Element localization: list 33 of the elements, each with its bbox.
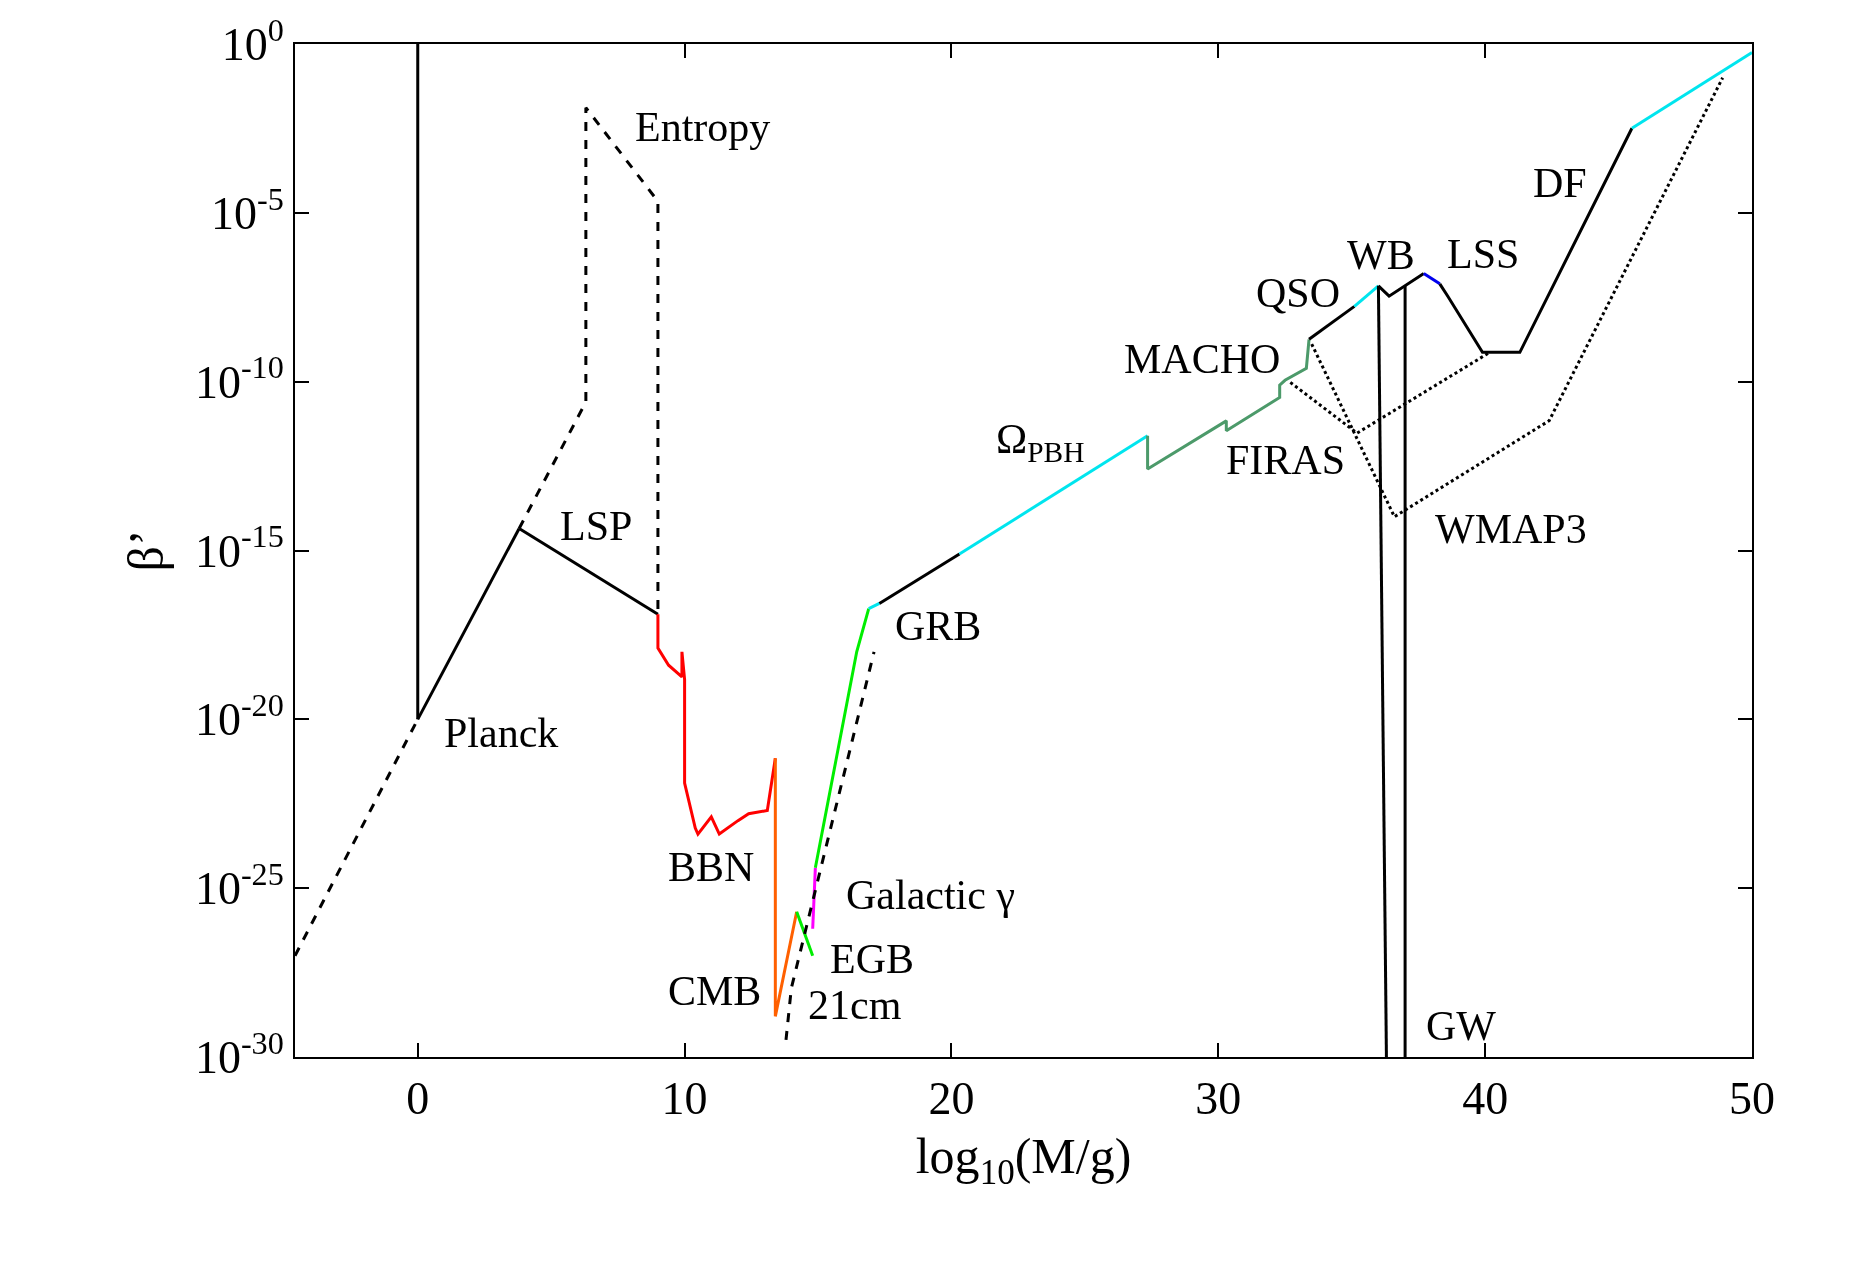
x-tick-label: 10 <box>661 1073 708 1125</box>
y-tick-label: 10$^{-10}$ <box>194 349 284 408</box>
y-tick-label: 10$^{-20}$ <box>194 687 284 746</box>
y-axis-title: β’ <box>118 529 175 572</box>
y-tick-label: 10$^{-15}$ <box>194 518 284 577</box>
annotation: FIRAS <box>1226 437 1346 483</box>
annotation: GW <box>1426 1003 1497 1049</box>
annotation: DF <box>1533 160 1587 206</box>
y-tick-label: 10$^{-30}$ <box>194 1024 284 1084</box>
annotation: BBN <box>668 844 755 890</box>
y-tick-label: 10$^{0}$ <box>221 11 284 71</box>
annotation: QSO <box>1256 270 1341 316</box>
annotation: GRB <box>895 603 982 649</box>
x-axis-title: log$_{10}$(M/g) <box>915 1128 1132 1192</box>
annotation: EGB <box>830 936 914 982</box>
annotation: Galactic γ <box>846 872 1015 918</box>
x-tick-label: 50 <box>1729 1073 1775 1125</box>
x-tick-label: 40 <box>1462 1073 1509 1125</box>
x-tick-label: 30 <box>1195 1073 1242 1125</box>
y-tick-label: 10$^{-25}$ <box>194 855 284 915</box>
annotation: Planck <box>444 710 559 756</box>
annotation: CMB <box>668 968 762 1014</box>
annotation: WB <box>1347 232 1415 278</box>
annotation: Ω$_{PBH}$ <box>996 416 1085 468</box>
annotation: LSP <box>560 503 633 549</box>
annotation: Entropy <box>635 104 771 150</box>
x-tick-label: 20 <box>928 1073 975 1125</box>
annotation: MACHO <box>1124 336 1281 382</box>
x-tick-label: 0 <box>406 1073 430 1125</box>
annotation: WMAP3 <box>1435 506 1587 552</box>
annotation: LSS <box>1447 231 1520 277</box>
y-tick-label: 10$^{-5}$ <box>210 180 284 239</box>
annotation: 21cm <box>808 982 902 1028</box>
